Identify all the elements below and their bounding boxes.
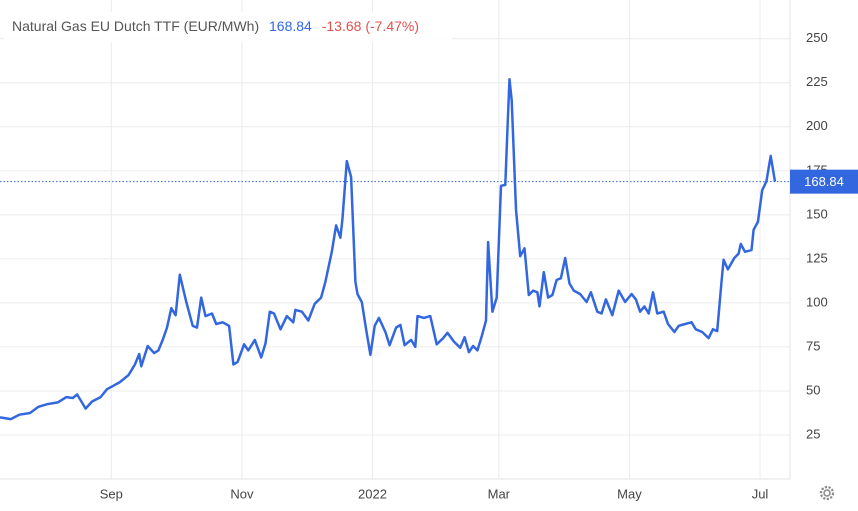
y-tick-label: 25 xyxy=(806,426,820,441)
plot xyxy=(0,77,777,421)
y-tick-label: 125 xyxy=(806,250,828,265)
price-line xyxy=(0,77,777,421)
x-tick-label: Nov xyxy=(230,486,254,501)
price-badge xyxy=(790,169,858,194)
title-price: 168.84 xyxy=(269,18,312,34)
y-tick-label: 150 xyxy=(806,206,828,221)
y-tick-label: 225 xyxy=(806,74,828,89)
title-background xyxy=(4,12,452,42)
y-tick-label: 100 xyxy=(806,294,828,309)
x-tick-label: 2022 xyxy=(358,486,387,501)
y-tick-label: 75 xyxy=(806,338,820,353)
settings-icon[interactable] xyxy=(819,485,835,501)
price-badge-label: 168.84 xyxy=(804,174,844,189)
x-tick-label: Jul xyxy=(752,486,769,501)
y-tick-label: 200 xyxy=(806,118,828,133)
title-name: Natural Gas EU Dutch TTF (EUR/MWh) xyxy=(12,18,259,34)
x-tick-label: May xyxy=(617,486,642,501)
chart-title: Natural Gas EU Dutch TTF (EUR/MWh) 168.8… xyxy=(12,18,419,34)
x-tick-label: Mar xyxy=(488,486,511,501)
x-tick-label: Sep xyxy=(100,486,123,501)
y-tick-label: 50 xyxy=(806,382,820,397)
title-change: -13.68 (-7.47%) xyxy=(322,18,419,34)
y-tick-label: 250 xyxy=(806,30,828,45)
